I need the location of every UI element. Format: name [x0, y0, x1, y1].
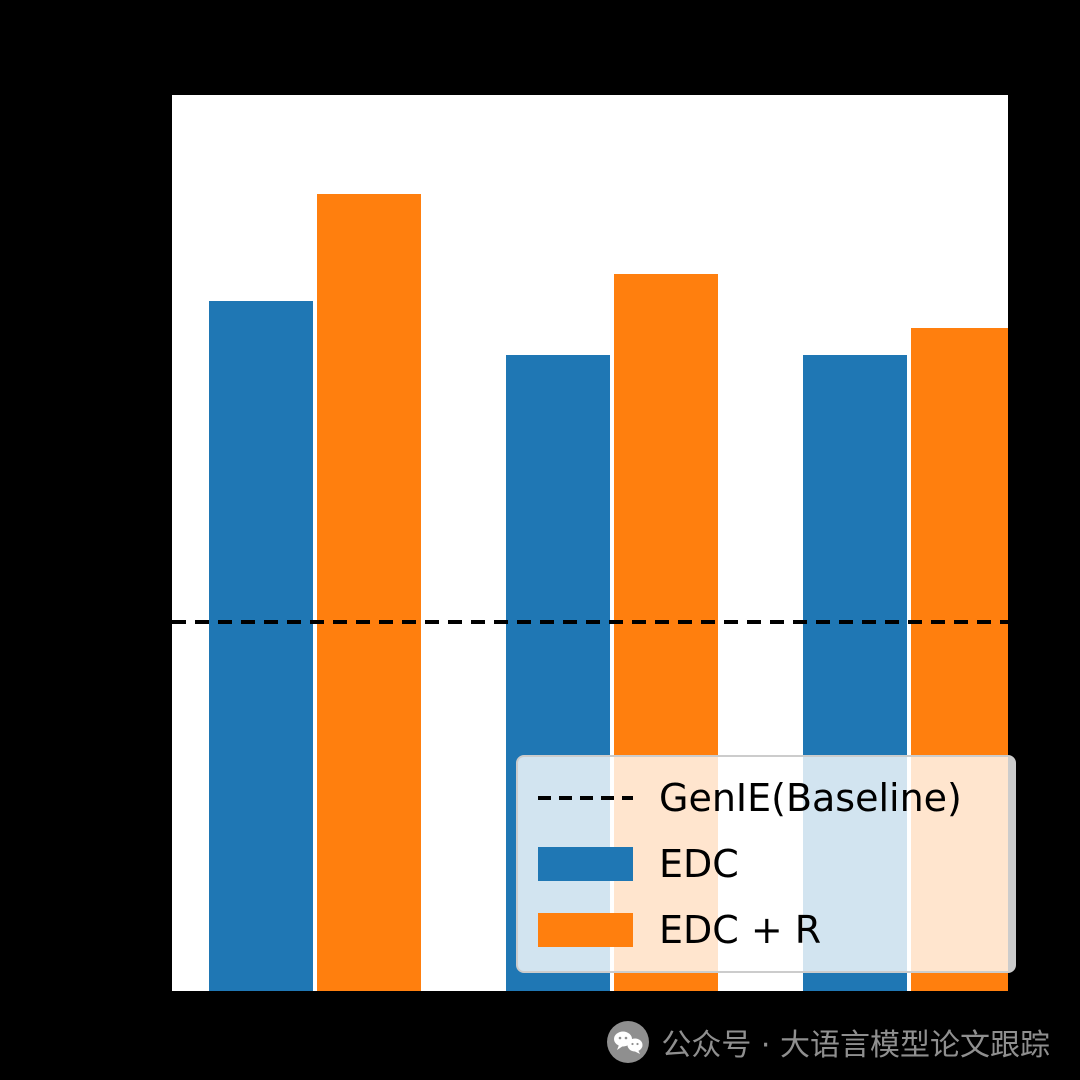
- bar-edc-group1: [209, 301, 313, 991]
- wechat-icon: [607, 1021, 650, 1063]
- legend-label-edc: EDC: [659, 842, 739, 886]
- watermark: 公众号 · 大语言模型论文跟踪: [607, 1020, 1050, 1064]
- bar-edc-r-group1: [317, 194, 421, 991]
- legend-item-edc-r: EDC + R: [538, 908, 994, 952]
- legend-swatch-container-edc-r: [538, 913, 633, 947]
- legend: GenIE(Baseline) EDC EDC + R: [516, 755, 1016, 973]
- legend-label-baseline: GenIE(Baseline): [659, 776, 962, 820]
- watermark-text: 公众号 · 大语言模型论文跟踪: [661, 1028, 1050, 1063]
- baseline-dashed-line: [172, 620, 1008, 624]
- legend-swatch-edc-r: [538, 913, 633, 947]
- legend-label-edc-r: EDC + R: [659, 908, 822, 952]
- dashed-line-icon: [538, 796, 633, 800]
- plot-area: GenIE(Baseline) EDC EDC + R: [170, 93, 1016, 993]
- legend-item-edc: EDC: [538, 842, 994, 886]
- legend-item-baseline: GenIE(Baseline): [538, 776, 994, 820]
- dashed-line-sample: [538, 796, 633, 800]
- legend-swatch-edc: [538, 847, 633, 881]
- legend-swatch-container-edc: [538, 847, 633, 881]
